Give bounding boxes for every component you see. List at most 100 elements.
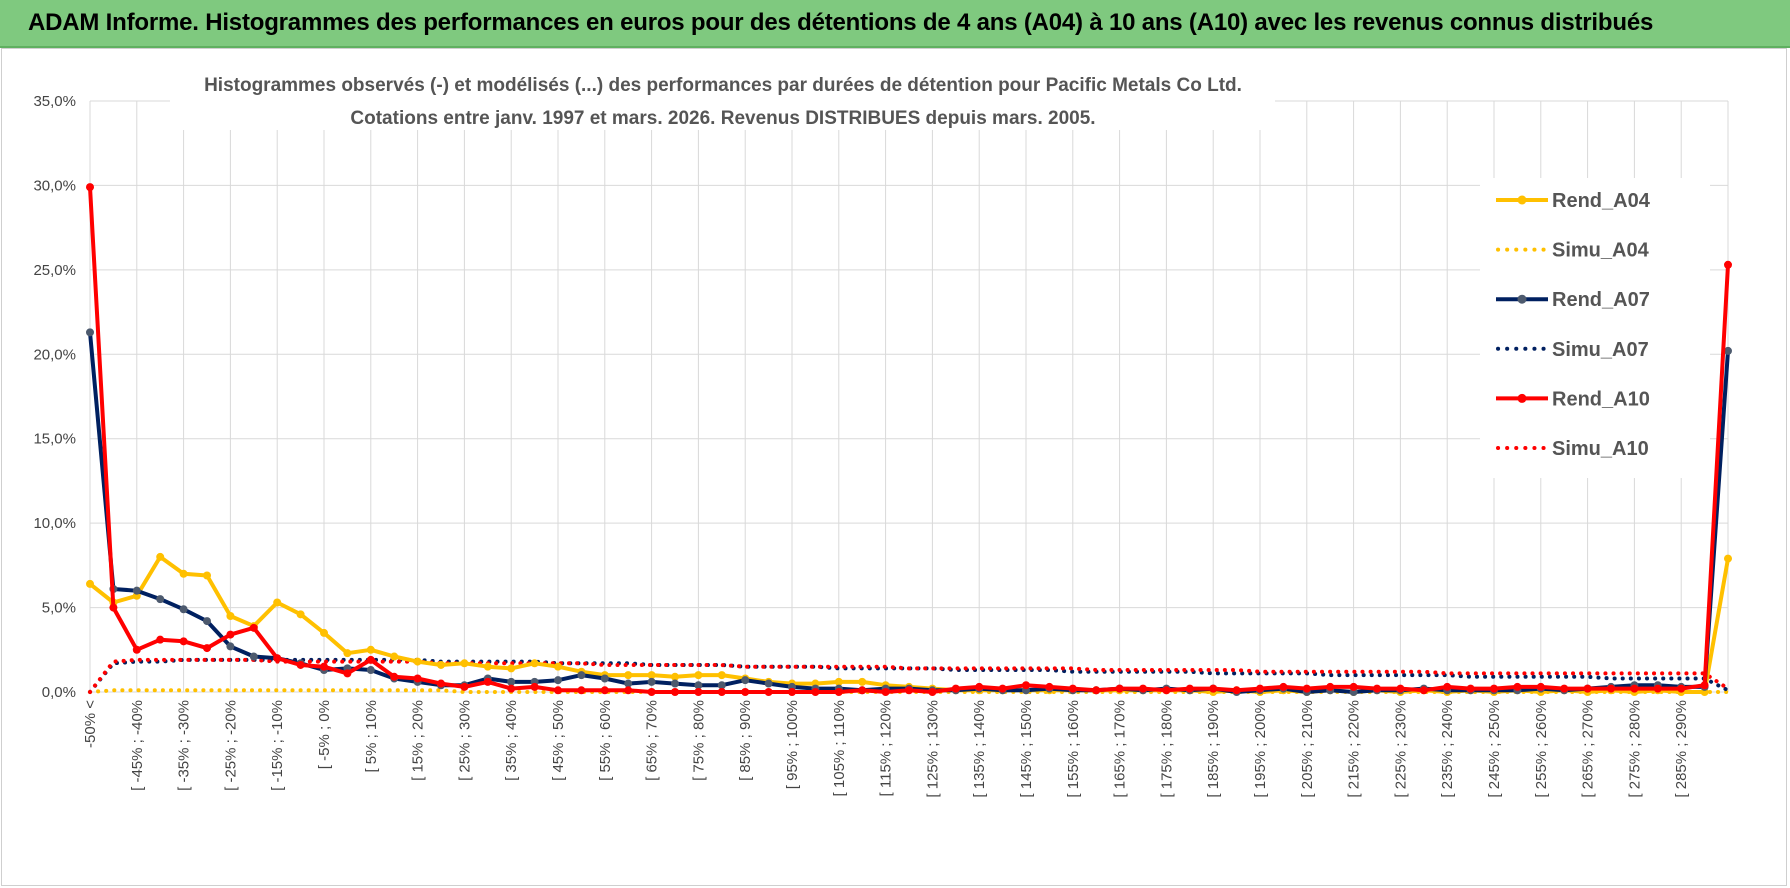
x-tick-label: [ 265% ; 270%: [1580, 700, 1597, 798]
data-point: [647, 671, 656, 680]
data-point: [624, 679, 633, 688]
legend-item-Simu_A04: Simu_A04: [1496, 240, 1650, 262]
series-Simu_A10: [88, 657, 1730, 694]
data-point: [1068, 684, 1077, 693]
data-point: [881, 688, 890, 696]
data-point: [109, 603, 118, 612]
x-tick-label: [ 55% ; 60%: [597, 700, 614, 781]
series-lines: [86, 183, 1732, 696]
data-point: [156, 635, 165, 644]
x-tick-label: [ 185% ; 190%: [1205, 700, 1222, 798]
legend-label: Rend_A04: [1552, 190, 1651, 212]
x-tick-label: [ 235% ; 240%: [1439, 700, 1456, 798]
data-point: [1653, 684, 1662, 693]
data-point: [741, 688, 750, 696]
data-point: [530, 682, 539, 691]
legend-item-Rend_A07: Rend_A07: [1496, 289, 1650, 311]
data-point: [1396, 684, 1405, 693]
data-point: [647, 677, 656, 686]
data-point: [1560, 684, 1569, 693]
data-point: [717, 671, 726, 680]
data-point: [671, 688, 679, 696]
data-point: [694, 688, 703, 696]
x-tick-label: [ 5% ; 10%: [363, 700, 380, 773]
data-point: [273, 598, 282, 607]
data-point: [1419, 686, 1428, 695]
y-tick-label: 35,0%: [33, 93, 76, 110]
data-point: [156, 552, 165, 561]
data-point: [600, 674, 609, 683]
data-point: [132, 586, 141, 595]
data-point: [1115, 684, 1124, 693]
x-tick-label: [ 205% ; 210%: [1299, 700, 1316, 798]
data-point: [86, 328, 94, 337]
series-Rend_A10: [86, 183, 1732, 696]
data-point: [647, 688, 656, 696]
data-point: [366, 655, 375, 664]
data-point: [554, 686, 562, 695]
data-point: [390, 672, 399, 681]
data-point: [1443, 682, 1452, 691]
data-point: [390, 652, 399, 661]
x-tick-label: [ 135% ; 140%: [971, 700, 988, 798]
x-tick-label: [ 255% ; 260%: [1533, 700, 1550, 798]
data-point: [694, 681, 703, 690]
data-point: [1045, 682, 1054, 691]
y-tick-label: 15,0%: [33, 431, 76, 448]
x-tick-label: [ 275% ; 280%: [1626, 700, 1643, 798]
data-point: [437, 679, 445, 688]
data-point: [1302, 684, 1311, 693]
data-point: [624, 686, 633, 695]
legend: Rend_A04 Simu_A04 Rend_A07 Simu_A07 Rend_A10…: [1496, 190, 1651, 460]
data-point: [905, 686, 913, 695]
data-point: [624, 671, 633, 680]
data-point: [577, 686, 586, 695]
data-point: [975, 682, 984, 691]
data-point: [811, 688, 820, 696]
data-point: [1162, 686, 1171, 695]
x-axis-ticks: -50% < [ -45% ; -40% [ -35% ; -30% [ -25% ;…: [82, 700, 1690, 798]
x-tick-label: [ -15% ; -10%: [269, 700, 286, 791]
x-tick-label: [ 45% ; 50%: [550, 700, 567, 781]
x-tick-label: [ 25% ; 30%: [456, 700, 473, 781]
x-tick-label: [ -45% ; -40%: [129, 700, 146, 791]
x-tick-label: [ 285% ; 290%: [1673, 700, 1690, 798]
legend-marker: [1517, 393, 1527, 403]
data-point: [1209, 684, 1218, 693]
data-point: [858, 677, 867, 686]
data-point: [249, 652, 258, 661]
x-tick-label: -50% <: [82, 700, 99, 748]
legend-item-Simu_A07: Simu_A07: [1496, 339, 1649, 361]
data-point: [366, 645, 375, 654]
data-point: [1490, 684, 1498, 693]
data-point: [600, 686, 609, 695]
chart-frame: [1, 48, 1787, 886]
data-point: [249, 623, 258, 632]
y-tick-label: 10,0%: [33, 515, 76, 532]
legend-label: Simu_A10: [1552, 438, 1649, 460]
x-tick-label: [ 155% ; 160%: [1065, 700, 1082, 798]
data-point: [1677, 684, 1686, 693]
x-tick-label: [ 35% ; 40%: [503, 700, 520, 781]
data-point: [1724, 260, 1732, 269]
data-point: [320, 628, 328, 637]
data-point: [834, 677, 843, 686]
data-point: [296, 610, 305, 619]
x-tick-label: [ 115% ; 120%: [878, 700, 895, 796]
x-tick-label: [ 215% ; 220%: [1346, 700, 1363, 798]
data-point: [1536, 682, 1545, 691]
x-tick-label: [ -35% ; -30%: [176, 700, 193, 791]
data-point: [1724, 554, 1732, 563]
data-point: [1326, 682, 1335, 691]
data-point: [507, 677, 516, 686]
x-tick-label: [ 165% ; 170%: [1112, 700, 1129, 798]
data-point: [928, 688, 937, 696]
data-point: [203, 617, 211, 626]
x-tick-label: [ 85% ; 90%: [737, 700, 754, 781]
data-point: [507, 684, 516, 693]
data-point: [1279, 682, 1288, 691]
data-point: [741, 676, 750, 685]
x-tick-label: [ 65% ; 70%: [644, 700, 661, 781]
data-point: [764, 688, 773, 696]
